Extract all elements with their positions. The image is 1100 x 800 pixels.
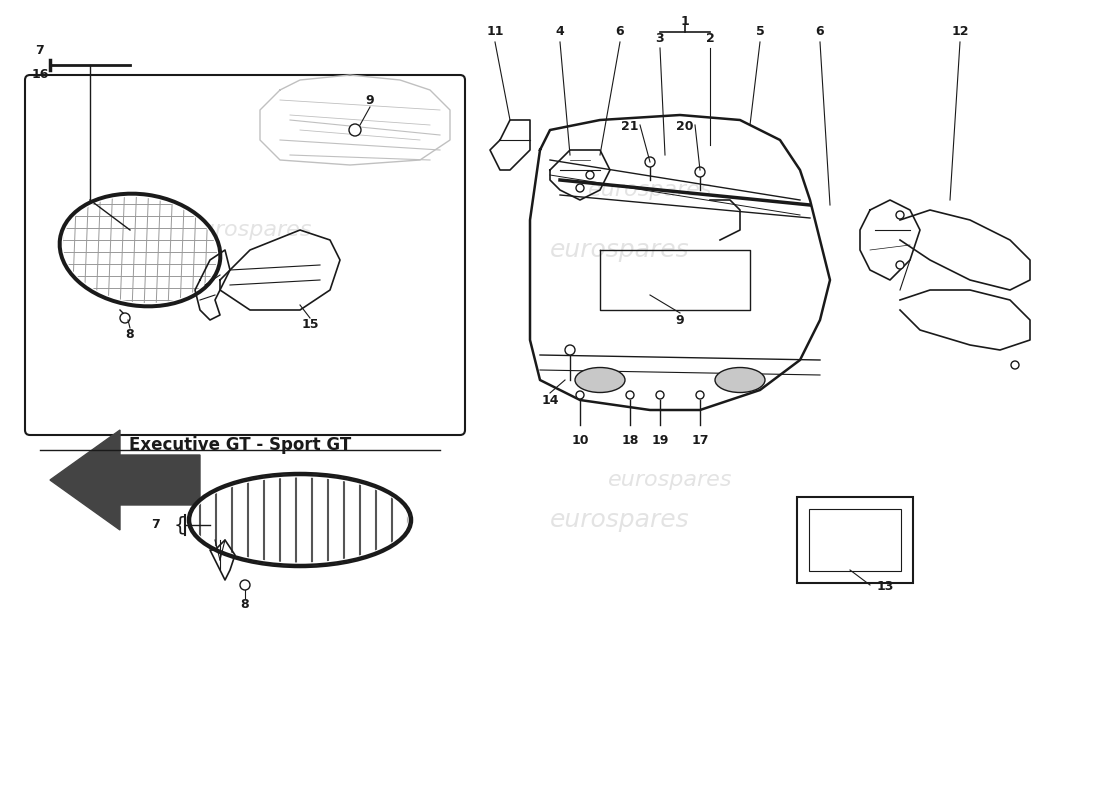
Ellipse shape xyxy=(715,367,764,393)
Circle shape xyxy=(576,184,584,192)
Text: 9: 9 xyxy=(365,94,374,106)
Text: eurospares: eurospares xyxy=(180,338,320,362)
Text: 16: 16 xyxy=(31,69,48,82)
Text: 20: 20 xyxy=(676,120,694,133)
Polygon shape xyxy=(50,430,200,530)
Text: 19: 19 xyxy=(651,434,669,446)
Text: 9: 9 xyxy=(675,314,684,326)
Text: eurospares: eurospares xyxy=(188,220,312,240)
Text: eurospares: eurospares xyxy=(188,490,312,510)
Circle shape xyxy=(656,391,664,399)
Text: Executive GT - Sport GT: Executive GT - Sport GT xyxy=(129,436,351,454)
Text: 8: 8 xyxy=(241,598,250,611)
Circle shape xyxy=(696,391,704,399)
Text: 6: 6 xyxy=(616,25,625,38)
Text: 12: 12 xyxy=(952,25,969,38)
Text: eurospares: eurospares xyxy=(587,180,713,200)
Ellipse shape xyxy=(190,475,410,565)
Text: 15: 15 xyxy=(301,318,319,331)
Text: 14: 14 xyxy=(541,394,559,406)
Text: 10: 10 xyxy=(571,434,588,446)
Text: 18: 18 xyxy=(621,434,639,446)
Text: eurospares: eurospares xyxy=(607,470,733,490)
Text: 3: 3 xyxy=(656,32,664,45)
Circle shape xyxy=(626,391,634,399)
Text: 4: 4 xyxy=(556,25,564,38)
Circle shape xyxy=(349,124,361,136)
Circle shape xyxy=(896,261,904,269)
Text: 8: 8 xyxy=(125,329,134,342)
Circle shape xyxy=(896,211,904,219)
Text: 2: 2 xyxy=(705,32,714,45)
Text: 21: 21 xyxy=(621,120,639,133)
Circle shape xyxy=(120,313,130,323)
Text: 5: 5 xyxy=(756,25,764,38)
Text: 13: 13 xyxy=(877,580,893,593)
FancyBboxPatch shape xyxy=(808,509,901,571)
Ellipse shape xyxy=(575,367,625,393)
Text: 17: 17 xyxy=(691,434,708,446)
Text: eurospares: eurospares xyxy=(550,238,690,262)
Circle shape xyxy=(576,391,584,399)
Circle shape xyxy=(586,171,594,179)
Text: 11: 11 xyxy=(486,25,504,38)
Text: 7: 7 xyxy=(151,518,160,531)
Circle shape xyxy=(695,167,705,177)
Circle shape xyxy=(645,157,654,167)
FancyBboxPatch shape xyxy=(25,75,465,435)
Text: 6: 6 xyxy=(816,25,824,38)
Circle shape xyxy=(565,345,575,355)
FancyBboxPatch shape xyxy=(798,497,913,583)
Text: 1: 1 xyxy=(681,15,690,28)
Text: M: M xyxy=(849,529,861,542)
Text: eurospares: eurospares xyxy=(550,508,690,532)
Ellipse shape xyxy=(60,194,220,306)
Text: 7: 7 xyxy=(35,43,44,57)
Circle shape xyxy=(1011,361,1019,369)
Circle shape xyxy=(240,580,250,590)
Text: {: { xyxy=(174,515,186,534)
